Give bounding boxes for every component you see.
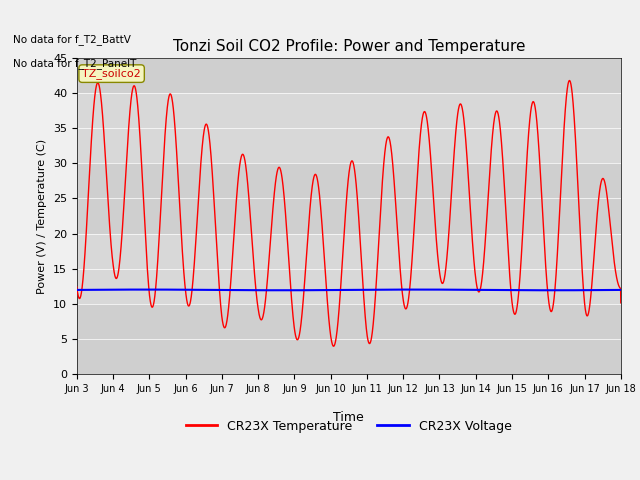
Y-axis label: Power (V) / Temperature (C): Power (V) / Temperature (C) — [37, 138, 47, 294]
Legend: CR23X Temperature, CR23X Voltage: CR23X Temperature, CR23X Voltage — [181, 415, 516, 438]
Text: No data for f_T2_PanelT: No data for f_T2_PanelT — [13, 58, 136, 69]
Text: No data for f_T2_BattV: No data for f_T2_BattV — [13, 34, 131, 45]
Bar — [77, 304, 621, 374]
X-axis label: Time: Time — [333, 411, 364, 424]
Title: Tonzi Soil CO2 Profile: Power and Temperature: Tonzi Soil CO2 Profile: Power and Temper… — [173, 39, 525, 54]
Text: TZ_soilco2: TZ_soilco2 — [82, 68, 141, 79]
Bar — [77, 163, 621, 234]
Bar — [77, 58, 621, 93]
